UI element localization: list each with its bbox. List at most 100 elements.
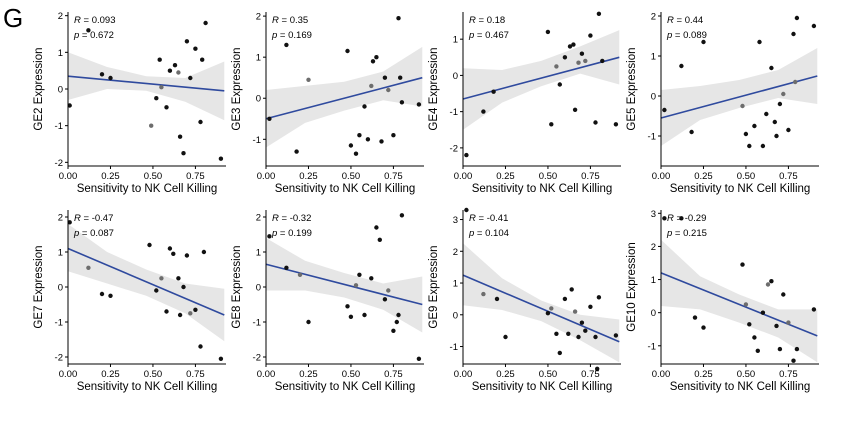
x-tick-label: 0.25: [299, 171, 318, 182]
data-point: [99, 291, 105, 297]
y-tick-label: 0: [453, 71, 458, 82]
data-point: [481, 109, 486, 114]
data-point: [184, 39, 190, 44]
x-tick-label: 0.25: [299, 369, 318, 380]
x-tick-label: 0.25: [694, 171, 713, 182]
data-point: [791, 358, 796, 363]
data-point: [772, 119, 777, 125]
data-point: [377, 237, 382, 242]
data-point: [549, 122, 554, 127]
data-point: [545, 311, 551, 316]
data-point: [679, 216, 684, 221]
data-point: [583, 58, 588, 64]
x-tick-label: 0.75: [581, 369, 600, 380]
confidence-band: [266, 238, 423, 333]
y-tick-label: 2: [256, 12, 261, 23]
p-value-label: p = 0.104: [468, 228, 509, 239]
data-point: [567, 44, 573, 49]
data-point: [755, 348, 760, 353]
data-point: [181, 284, 186, 290]
data-point: [159, 276, 164, 281]
y-tick-label: 1: [651, 52, 656, 63]
data-point: [786, 127, 791, 133]
data-point: [588, 33, 593, 38]
y-tick-label: 1: [256, 248, 261, 259]
data-point: [596, 11, 602, 16]
y-axis-title: GE8 Expression: [231, 245, 243, 328]
data-point: [747, 143, 752, 149]
p-value-label: p = 0.672: [73, 30, 114, 41]
y-tick-label: 0: [453, 310, 458, 321]
data-point: [701, 39, 706, 45]
x-axis-title: Sensitivity to NK Cell Killing: [275, 381, 416, 393]
data-point: [757, 39, 762, 45]
data-point: [399, 213, 405, 218]
y-tick-label: 1: [58, 248, 63, 259]
y-tick-label: -1: [55, 318, 63, 329]
data-point: [811, 23, 817, 29]
data-point: [382, 75, 388, 80]
y-axis-title: GE5 Expression: [626, 47, 638, 130]
x-tick-label: 0.25: [694, 369, 713, 380]
x-tick-label: 0.50: [737, 369, 756, 380]
data-point: [365, 137, 371, 142]
y-axis-title: GE2 Expression: [33, 47, 45, 130]
r-value-label: R = 0.093: [74, 15, 115, 26]
data-point: [297, 272, 303, 277]
data-point: [786, 320, 791, 325]
data-point: [464, 207, 469, 213]
data-point: [398, 75, 403, 80]
data-point: [99, 72, 105, 77]
regression-line: [660, 272, 818, 337]
data-point: [562, 55, 568, 60]
data-point: [167, 68, 173, 73]
data-point: [184, 253, 190, 258]
y-axis-title: GE4 Expression: [428, 47, 440, 130]
data-point: [374, 55, 379, 60]
x-tick-label: 0.50: [539, 369, 558, 380]
data-point: [267, 116, 272, 122]
data-point: [86, 28, 91, 33]
p-value-label: p = 0.199: [271, 228, 312, 239]
data-point: [357, 272, 362, 277]
r-value-label: R = -0.41: [469, 213, 508, 224]
data-point: [613, 333, 619, 338]
data-point: [177, 312, 183, 318]
data-point: [765, 282, 771, 287]
y-tick-label: 0: [58, 85, 63, 96]
x-axis-title: Sensitivity to NK Cell Killing: [275, 183, 416, 195]
data-point: [579, 320, 585, 325]
data-point: [176, 70, 181, 75]
data-point: [794, 346, 800, 352]
data-point: [396, 16, 401, 21]
data-point: [595, 366, 600, 371]
y-axis-title: GE9 Expression: [428, 245, 440, 328]
x-tick-label: 0.50: [342, 369, 361, 380]
r-value-label: R = 0.35: [272, 15, 308, 26]
data-point: [554, 64, 559, 69]
data-point: [740, 103, 745, 109]
data-point: [549, 306, 554, 311]
y-tick-label: 2: [651, 12, 656, 23]
y-tick-label: 2: [453, 247, 458, 258]
data-point: [396, 312, 401, 318]
confidence-band: [266, 46, 423, 148]
y-tick-label: 1: [58, 48, 63, 59]
data-point: [791, 31, 796, 37]
data-point: [188, 311, 193, 316]
panel-letter: G: [3, 3, 23, 33]
data-point: [348, 314, 354, 319]
data-point: [357, 133, 362, 138]
x-tick-label: 0.00: [652, 369, 671, 380]
data-point: [362, 312, 367, 318]
y-axis-title: GE3 Expression: [231, 47, 243, 130]
data-point: [600, 58, 605, 64]
x-tick-label: 0.25: [496, 369, 515, 380]
r-value-label: R = 0.44: [667, 15, 703, 26]
x-tick-label: 0.00: [257, 171, 276, 182]
data-point: [593, 334, 598, 340]
